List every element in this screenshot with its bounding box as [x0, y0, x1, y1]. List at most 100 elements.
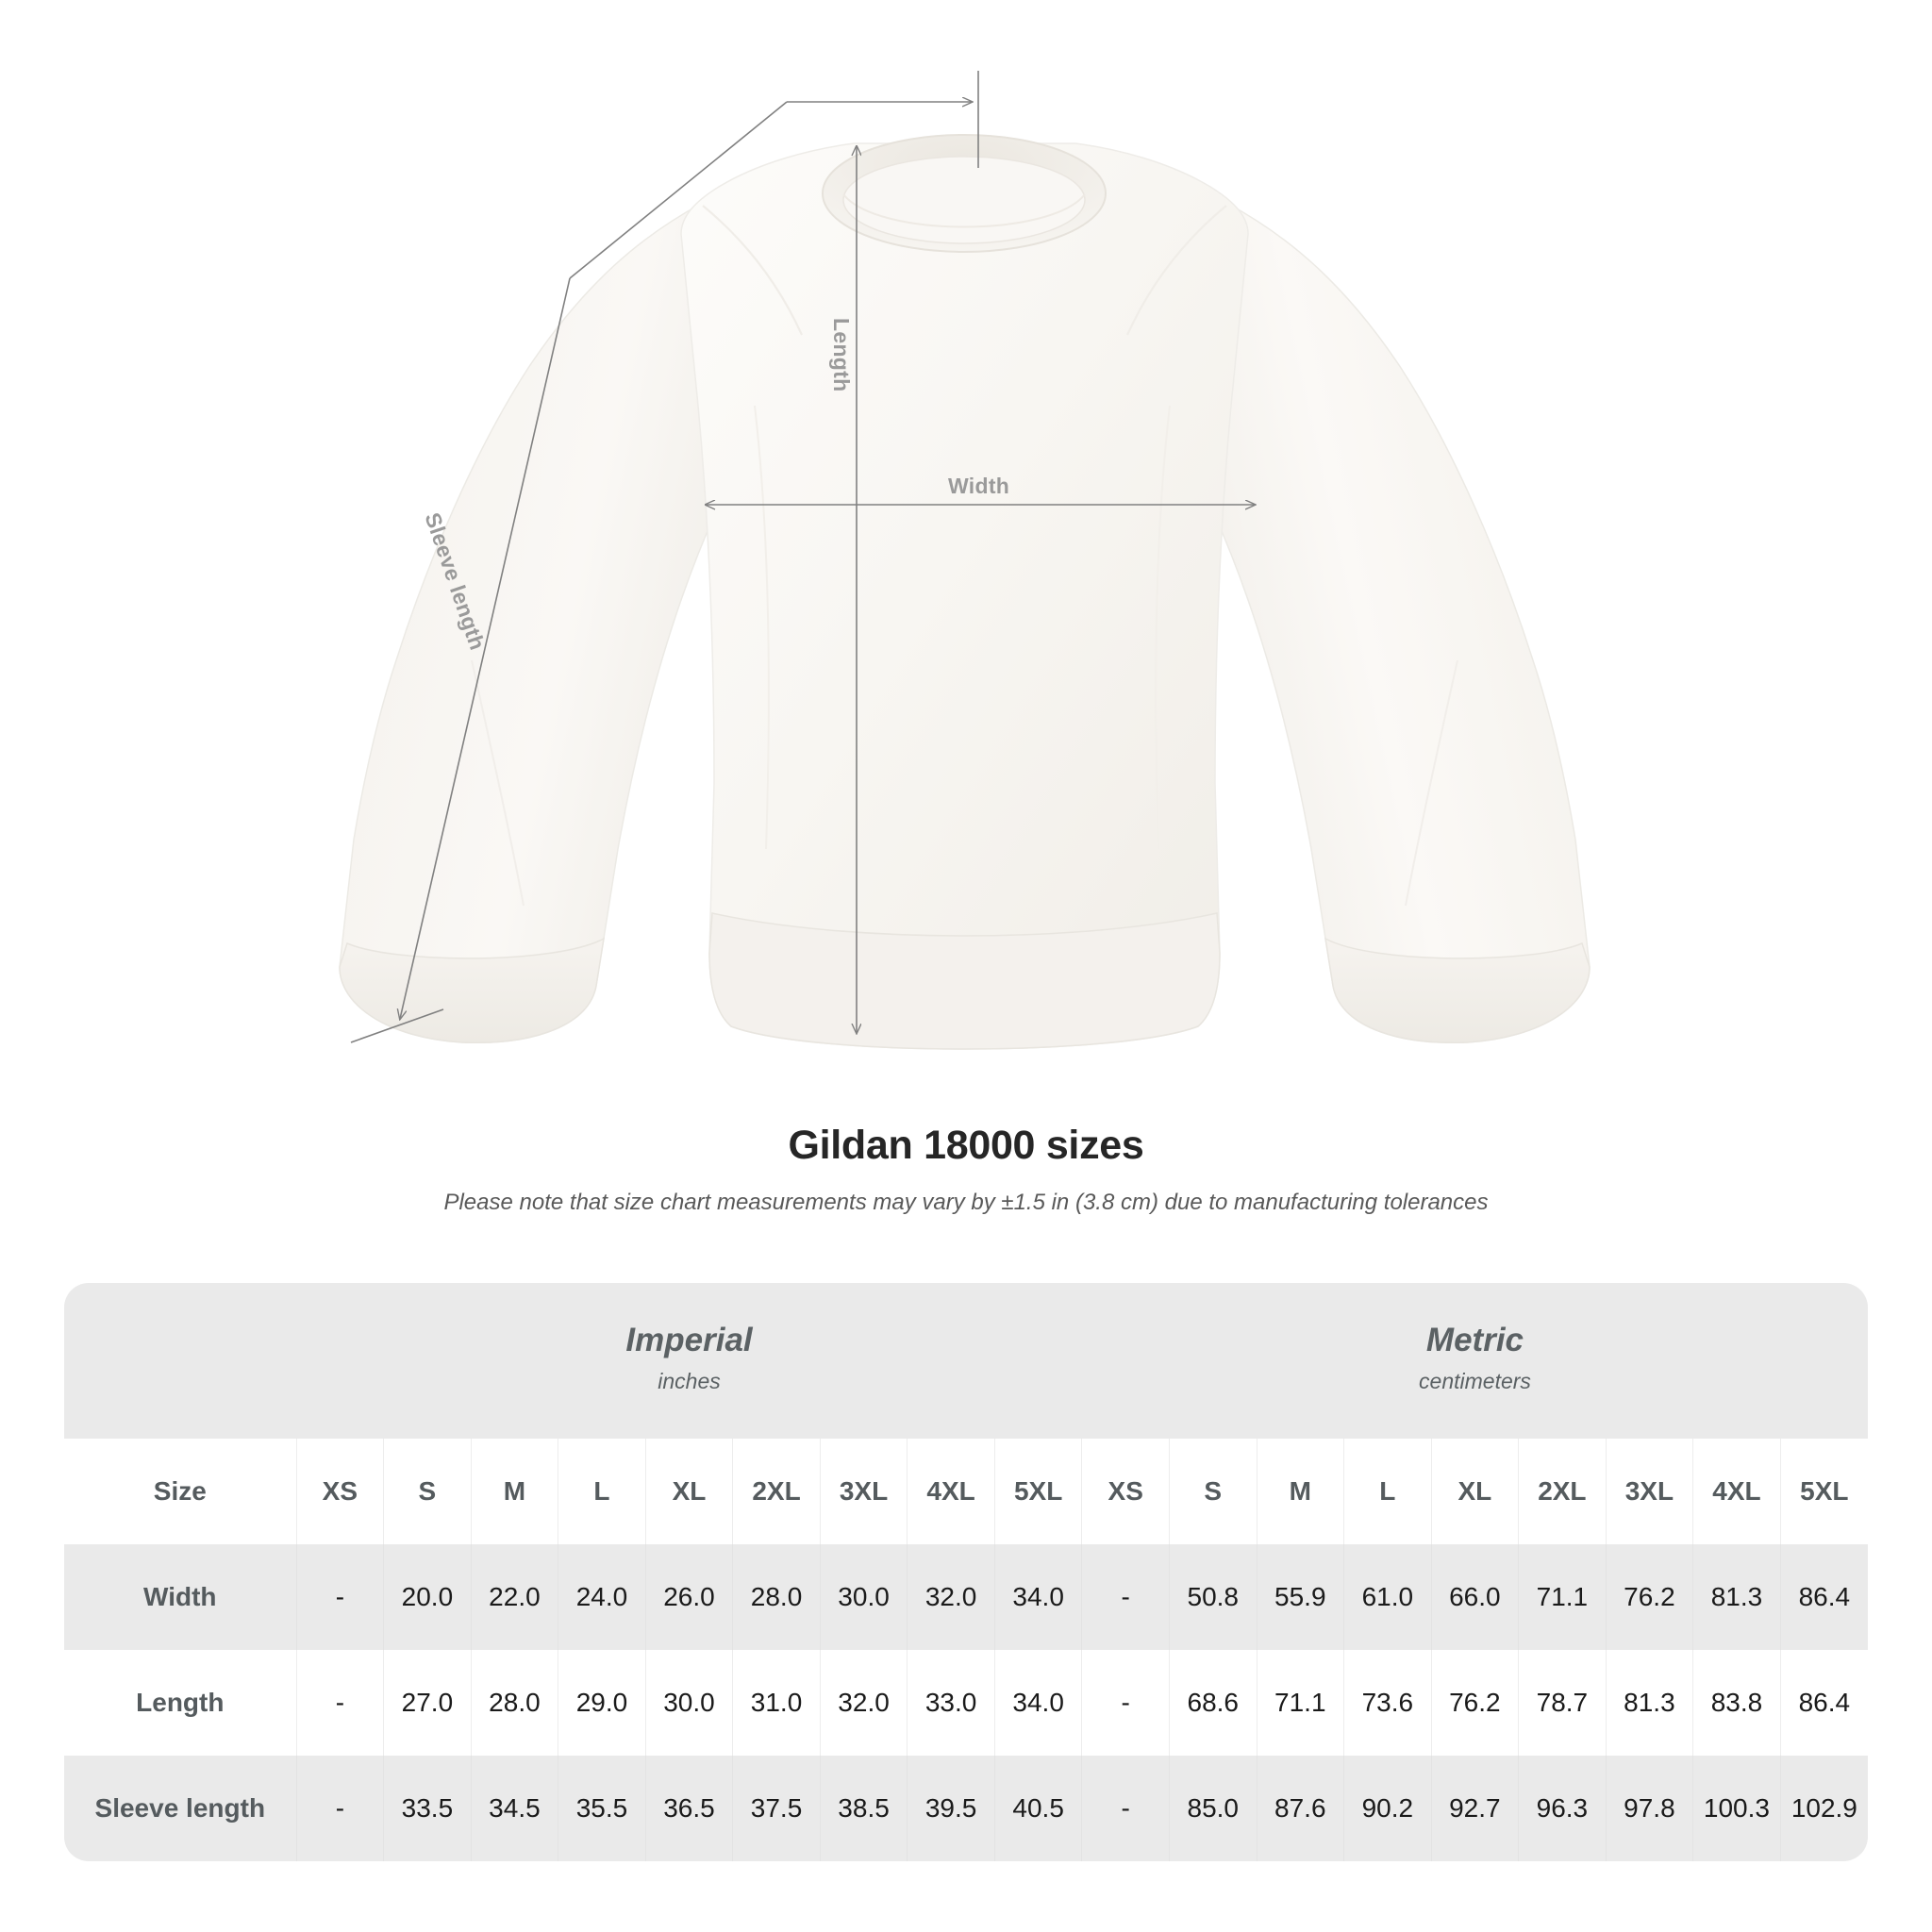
size-header-metric-2xl: 2XL [1518, 1439, 1607, 1544]
cell-length-metric-2xl: 78.7 [1518, 1650, 1607, 1756]
cell-width-metric-s: 50.8 [1168, 1544, 1257, 1650]
collar-seam [842, 193, 1086, 228]
unit-group-metric: Metric centimeters [1081, 1283, 1868, 1439]
size-header-metric-l: L [1343, 1439, 1432, 1544]
cell-sleeve-imperial-l: 35.5 [558, 1756, 646, 1861]
cell-length-imperial-3xl: 32.0 [819, 1650, 908, 1756]
unit-group-imperial-subtitle: inches [658, 1368, 721, 1393]
cell-sleeve-metric-5xl: 102.9 [1779, 1756, 1868, 1861]
cell-width-imperial-3xl: 30.0 [819, 1544, 908, 1650]
size-header-metric-5xl: 5XL [1779, 1439, 1868, 1544]
cell-length-imperial-5xl: 34.0 [993, 1650, 1082, 1756]
cell-width-metric-5xl: 86.4 [1779, 1544, 1868, 1650]
table-row: Length - 27.0 28.0 29.0 30.0 31.0 32.0 3… [64, 1650, 1868, 1756]
cell-sleeve-metric-xs: - [1081, 1756, 1170, 1861]
size-header-metric-4xl: 4XL [1692, 1439, 1781, 1544]
sleeve-end-tick [350, 1008, 444, 1043]
cell-sleeve-imperial-5xl: 40.5 [993, 1756, 1082, 1861]
table-row: Sleeve length - 33.5 34.5 35.5 36.5 37.5… [64, 1756, 1868, 1861]
cell-length-metric-4xl: 83.8 [1692, 1650, 1781, 1756]
cell-width-imperial-5xl: 34.0 [993, 1544, 1082, 1650]
cell-width-metric-2xl: 71.1 [1518, 1544, 1607, 1650]
body-fold-right [1155, 405, 1171, 850]
unit-group-metric-subtitle: centimeters [1419, 1368, 1531, 1393]
size-header-imperial-l: L [558, 1439, 646, 1544]
unit-header-row: Imperial inches Metric centimeters [64, 1283, 1868, 1439]
cell-width-metric-3xl: 76.2 [1605, 1544, 1693, 1650]
row-label-width: Width [64, 1544, 297, 1650]
size-header-imperial-xs: XS [295, 1439, 384, 1544]
cell-width-imperial-s: 20.0 [383, 1544, 472, 1650]
cell-length-metric-m: 71.1 [1256, 1650, 1344, 1756]
size-header-imperial-2xl: 2XL [732, 1439, 821, 1544]
cell-width-metric-m: 55.9 [1256, 1544, 1344, 1650]
unit-group-imperial: Imperial inches [296, 1283, 1082, 1439]
cell-length-imperial-l: 29.0 [558, 1650, 646, 1756]
cell-length-metric-s: 68.6 [1168, 1650, 1257, 1756]
unit-group-imperial-title: Imperial [625, 1321, 753, 1358]
cell-width-metric-l: 61.0 [1343, 1544, 1432, 1650]
title-block: Gildan 18000 sizes Please note that size… [0, 1123, 1932, 1216]
cell-width-metric-4xl: 81.3 [1692, 1544, 1781, 1650]
collar-inner [842, 156, 1086, 244]
size-header-row: Size XS S M L XL 2XL 3XL 4XL 5XL XS S M … [64, 1439, 1868, 1544]
cell-length-metric-3xl: 81.3 [1605, 1650, 1693, 1756]
cell-sleeve-imperial-xl: 36.5 [644, 1756, 733, 1861]
cell-length-metric-xs: - [1081, 1650, 1170, 1756]
cell-sleeve-imperial-2xl: 37.5 [732, 1756, 821, 1861]
cell-length-imperial-xs: - [295, 1650, 384, 1756]
cell-length-imperial-m: 28.0 [470, 1650, 558, 1756]
size-header-metric-xl: XL [1430, 1439, 1519, 1544]
cell-sleeve-imperial-s: 33.5 [383, 1756, 472, 1861]
size-header-metric-s: S [1168, 1439, 1257, 1544]
length-dimension-label: Length [829, 318, 854, 392]
cell-length-metric-xl: 76.2 [1430, 1650, 1519, 1756]
cell-width-imperial-m: 22.0 [470, 1544, 558, 1650]
size-header-imperial-m: M [470, 1439, 558, 1544]
bottom-ribbing [708, 912, 1221, 1050]
right-cuff [1324, 937, 1591, 1043]
unit-header-spacer [64, 1283, 297, 1439]
cell-length-imperial-s: 27.0 [383, 1650, 472, 1756]
size-header-imperial-4xl: 4XL [907, 1439, 995, 1544]
size-header-imperial-s: S [383, 1439, 472, 1544]
row-label-length: Length [64, 1650, 297, 1756]
unit-group-metric-title: Metric [1425, 1321, 1524, 1358]
cell-width-metric-xs: - [1081, 1544, 1170, 1650]
cell-sleeve-metric-m: 87.6 [1256, 1756, 1344, 1861]
cell-length-imperial-2xl: 31.0 [732, 1650, 821, 1756]
cell-length-imperial-4xl: 33.0 [907, 1650, 995, 1756]
size-header-metric-m: M [1256, 1439, 1344, 1544]
page-title: Gildan 18000 sizes [788, 1123, 1144, 1168]
right-shoulder-seam [1125, 205, 1227, 336]
cell-sleeve-metric-xl: 92.7 [1430, 1756, 1519, 1861]
cell-width-imperial-2xl: 28.0 [732, 1544, 821, 1650]
size-header-metric-xs: XS [1081, 1439, 1170, 1544]
cell-sleeve-metric-4xl: 100.3 [1692, 1756, 1781, 1861]
cell-length-imperial-xl: 30.0 [644, 1650, 733, 1756]
size-header-imperial-5xl: 5XL [993, 1439, 1082, 1544]
body-panel [680, 142, 1249, 1050]
cell-width-imperial-4xl: 32.0 [907, 1544, 995, 1650]
sleeve-measure-line [400, 277, 571, 1019]
garment-diagram: Length Width Sleeve length [339, 71, 1591, 1050]
cell-sleeve-imperial-4xl: 39.5 [907, 1756, 995, 1861]
cell-width-imperial-xs: - [295, 1544, 384, 1650]
body-fold-left [754, 405, 770, 850]
left-sleeve-fold [471, 659, 525, 907]
cell-sleeve-imperial-3xl: 38.5 [819, 1756, 908, 1861]
table-row: Width - 20.0 22.0 24.0 26.0 28.0 30.0 32… [64, 1544, 1868, 1650]
cell-width-imperial-xl: 26.0 [644, 1544, 733, 1650]
size-header-imperial-3xl: 3XL [819, 1439, 908, 1544]
right-sleeve-fold [1405, 659, 1458, 907]
cell-width-metric-xl: 66.0 [1430, 1544, 1519, 1650]
sweatshirt-illustration [339, 71, 1591, 1050]
cell-sleeve-metric-2xl: 96.3 [1518, 1756, 1607, 1861]
cell-length-metric-l: 73.6 [1343, 1650, 1432, 1756]
cell-sleeve-metric-s: 85.0 [1168, 1756, 1257, 1861]
size-header-imperial-xl: XL [644, 1439, 733, 1544]
size-chart-table-wrapper: Imperial inches Metric centimeters Size … [64, 1283, 1868, 1861]
cell-sleeve-imperial-m: 34.5 [470, 1756, 558, 1861]
left-shoulder-seam [702, 205, 804, 336]
row-label-sleeve-length: Sleeve length [64, 1756, 297, 1861]
